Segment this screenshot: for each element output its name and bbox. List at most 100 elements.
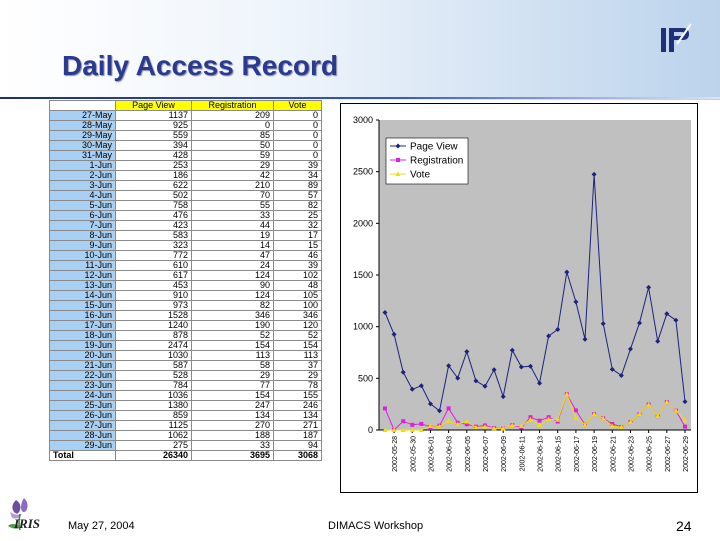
data-point [600,415,606,421]
row-page-view: 617 [115,270,192,281]
data-point [509,422,515,428]
data-point [410,422,415,427]
table-header-row: Page View Registration Vote [49,100,322,111]
row-page-view: 1380 [115,400,192,411]
table-row: 18-Jun 878 52 52 [49,330,322,341]
row-page-view: 253 [115,160,192,171]
footer-date: May 27, 2004 [68,520,135,532]
data-point [673,408,679,413]
row-page-view: 859 [115,410,192,421]
x-tick-label: 2002-06-17 [574,436,581,472]
x-tick-label: 2002-06-09 [501,436,508,472]
table-row: 26-Jun 859 134 134 [49,410,322,421]
data-point [446,418,452,423]
row-page-view: 610 [115,260,192,271]
table-row: 19-Jun 2474 154 154 [49,340,322,351]
row-registration: 0 [191,120,274,131]
row-registration: 33 [191,440,274,451]
data-point [618,424,624,430]
data-point [527,363,533,369]
row-date: 11-Jun [49,260,116,271]
row-registration: 154 [191,340,274,351]
row-vote: 17 [273,230,322,241]
data-point [573,408,578,413]
data-point [427,423,433,428]
table-row: 21-Jun 587 58 37 [49,360,322,371]
row-page-view: 622 [115,180,192,191]
table-header-corner [49,100,116,111]
y-tick-label: 2500 [353,167,373,177]
row-date: 7-Jun [49,220,116,231]
row-vote: 94 [273,440,322,451]
table-row: 20-Jun 1030 113 113 [49,350,322,361]
data-point [600,321,606,327]
row-vote: 0 [273,130,322,141]
data-point [409,427,415,432]
access-table: Page View Registration Vote 27-May 1137 20… [49,100,322,461]
row-page-view: 910 [115,290,192,301]
row-registration: 59 [191,150,274,161]
row-date: 16-Jun [49,310,116,321]
row-date: 23-Jun [49,380,116,391]
row-date: 6-Jun [49,210,116,221]
data-point [464,349,470,355]
row-vote: 155 [273,390,322,401]
row-vote: 246 [273,400,322,411]
row-page-view: 428 [115,150,192,161]
table-row: 29-May 559 85 0 [49,130,322,141]
row-date: 12-Jun [49,270,116,281]
x-tick-label: 2002-06-13 [538,436,545,472]
table-row: 4-Jun 502 70 57 [49,190,322,201]
data-point [500,394,506,400]
row-page-view: 925 [115,120,192,131]
row-vote: 89 [273,180,322,191]
data-point [582,422,588,427]
legend-marker [395,143,401,149]
row-date: 14-Jun [49,290,116,301]
table-row: 9-Jun 323 14 15 [49,240,322,251]
row-page-view: 758 [115,200,192,211]
row-registration: 47 [191,250,274,261]
table-row: 30-May 394 50 0 [49,140,322,151]
row-date: 4-Jun [49,190,116,201]
iris-logo-text: IRIS [14,516,41,531]
row-page-view: 1528 [115,310,192,321]
data-point [682,399,688,405]
x-tick-label: 2002-06-29 [683,436,690,472]
y-tick-label: 500 [358,373,373,383]
data-point [564,391,570,397]
data-point [564,269,570,275]
row-vote: 82 [273,200,322,211]
data-point [409,386,415,392]
row-vote: 78 [273,380,322,391]
table-header-vote: Vote [273,100,322,111]
row-vote: 39 [273,260,322,271]
table-row: 11-Jun 610 24 39 [49,260,322,271]
slide-title: Daily Access Record [62,50,338,81]
table-header-registration: Registration [191,100,274,111]
row-vote: 48 [273,280,322,291]
x-tick-label: 2002-05-28 [392,436,399,472]
data-point [582,336,588,342]
data-point [682,417,688,423]
table-header-page-view: Page View [115,100,192,111]
row-registration: 77 [191,380,274,391]
row-page-view: 583 [115,230,192,241]
table-row: 16-Jun 1528 346 346 [49,310,322,321]
data-point [518,364,524,370]
x-tick-label: 2002-06-19 [592,436,599,472]
table-row: 1-Jun 253 29 39 [49,160,322,171]
data-point [446,406,451,411]
total-label: Total [49,450,116,461]
x-tick-label: 2002-06-07 [483,436,490,472]
table-row: 6-Jun 476 33 25 [49,210,322,221]
row-page-view: 559 [115,130,192,141]
title-divider [0,97,720,99]
data-point [555,326,561,332]
row-date: 19-Jun [49,340,116,351]
row-vote: 134 [273,410,322,421]
data-point [500,425,506,431]
total-page-view: 26340 [115,450,192,461]
row-date: 2-Jun [49,170,116,181]
row-page-view: 1030 [115,350,192,361]
